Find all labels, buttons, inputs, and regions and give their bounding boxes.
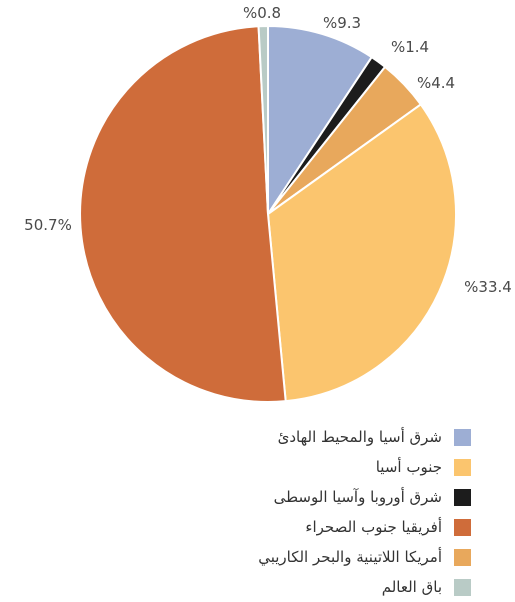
pie-slice — [257, 24, 269, 215]
pie-slice — [266, 103, 457, 403]
legend-item-south-asia: جنوب أسيا — [171, 452, 471, 482]
legend-label: شرق أوروبا وآسيا الوسطى — [273, 488, 442, 506]
legend-swatch — [454, 578, 471, 596]
legend-item-east-europe-central-asia: شرق أوروبا وآسيا الوسطى — [171, 482, 471, 512]
pie-slice — [79, 25, 287, 403]
legend-swatch — [454, 518, 471, 536]
legend-item-east-asia-pacific: شرق أسيا والمحيط الهادئ — [171, 422, 471, 452]
legend-swatch — [454, 458, 471, 476]
slice-label: 50.7% — [24, 216, 72, 234]
slice-label: %33.4 — [464, 278, 512, 296]
pie-slices — [79, 24, 457, 403]
slice-label: %4.4 — [417, 74, 455, 92]
legend-swatch — [454, 488, 471, 506]
legend: شرق أسيا والمحيط الهادئ جنوب أسيا شرق أو… — [171, 422, 471, 602]
legend-item-rest-of-world: باق العالم — [171, 572, 471, 602]
legend-swatch — [454, 428, 471, 446]
legend-label: أمريكا اللاتينية والبحر الكاريبي — [258, 548, 442, 566]
legend-item-latin-america-caribbean: أمريكا اللاتينية والبحر الكاريبي — [171, 542, 471, 572]
pie-chart: %9.3 %1.4 %4.4 %33.4 50.7% %0.8 — [24, 4, 512, 403]
slice-label: %1.4 — [391, 38, 429, 56]
pie-labels: %9.3 %1.4 %4.4 %33.4 50.7% %0.8 — [24, 4, 512, 296]
legend-label: جنوب أسيا — [375, 458, 442, 476]
legend-swatch — [454, 548, 471, 566]
slice-label: %9.3 — [323, 14, 361, 32]
legend-item-sub-saharan-africa: أفريقيا جنوب الصحراء — [171, 512, 471, 542]
legend-label: باق العالم — [381, 578, 442, 596]
legend-label: أفريقيا جنوب الصحراء — [305, 518, 442, 536]
slice-label: %0.8 — [243, 4, 281, 22]
pie-slice — [267, 24, 374, 218]
legend-label: شرق أسيا والمحيط الهادئ — [277, 428, 442, 446]
